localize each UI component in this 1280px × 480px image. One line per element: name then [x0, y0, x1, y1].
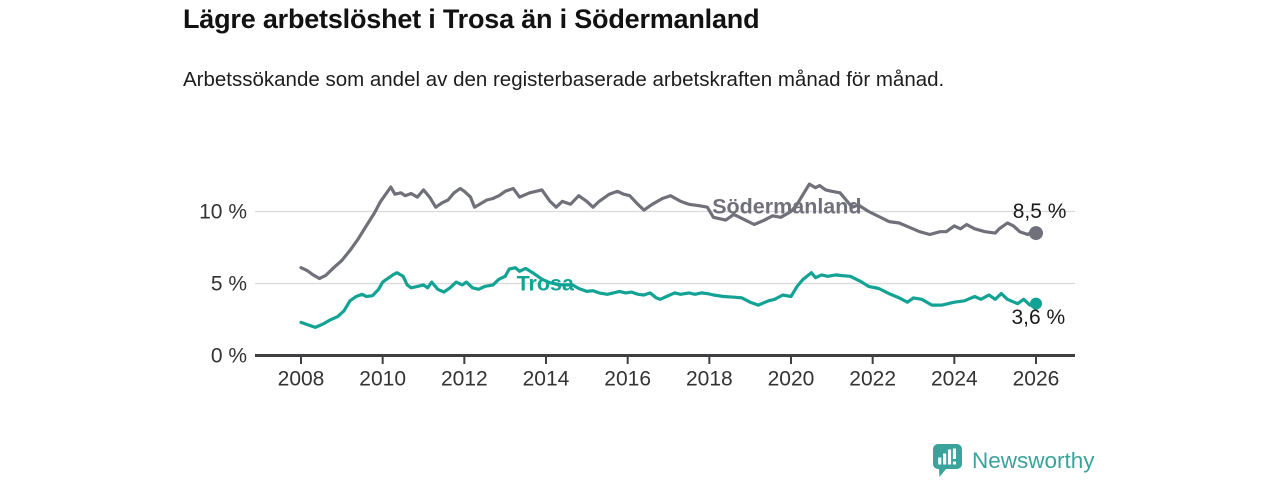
newsworthy-logo-text: Newsworthy — [972, 447, 1095, 473]
series-end-value-trosa: 3,6 % — [1011, 306, 1065, 329]
x-tick-label: 2018 — [686, 368, 733, 391]
newsworthy-logo[interactable]: Newsworthy — [933, 444, 1095, 477]
x-tick-label: 2016 — [604, 368, 651, 391]
x-tick-label: 2022 — [849, 368, 896, 391]
series-end-dot-sodermanland — [1028, 226, 1043, 241]
series-name-label-trosa: Trosa — [517, 272, 575, 296]
x-tick-label: 2014 — [523, 368, 570, 391]
x-tick-label: 2012 — [441, 368, 488, 391]
page-title: Lägre arbetslöshet i Trosa än i Söderman… — [183, 4, 760, 34]
x-tick-label: 2010 — [359, 368, 406, 391]
x-tick-label: 2008 — [278, 368, 325, 391]
page-subtitle: Arbetssökande som andel av den registerb… — [183, 68, 945, 91]
series-line-sodermanland — [299, 182, 1038, 281]
x-tick-label: 2026 — [1013, 368, 1060, 391]
y-tick-label: 10 % — [199, 201, 247, 224]
x-tick-label: 2024 — [931, 368, 978, 391]
series-end-value-sodermanland: 8,5 % — [1013, 200, 1067, 223]
y-tick-label: 5 % — [211, 273, 247, 296]
series-name-label-sodermanland: Södermanland — [712, 195, 861, 219]
series-end-dot-trosa — [1029, 297, 1042, 310]
x-tick-label: 2020 — [768, 368, 815, 391]
series-line-trosa — [299, 266, 1038, 329]
newsworthy-logo-icon — [933, 444, 962, 477]
y-tick-label: 0 % — [211, 345, 247, 368]
